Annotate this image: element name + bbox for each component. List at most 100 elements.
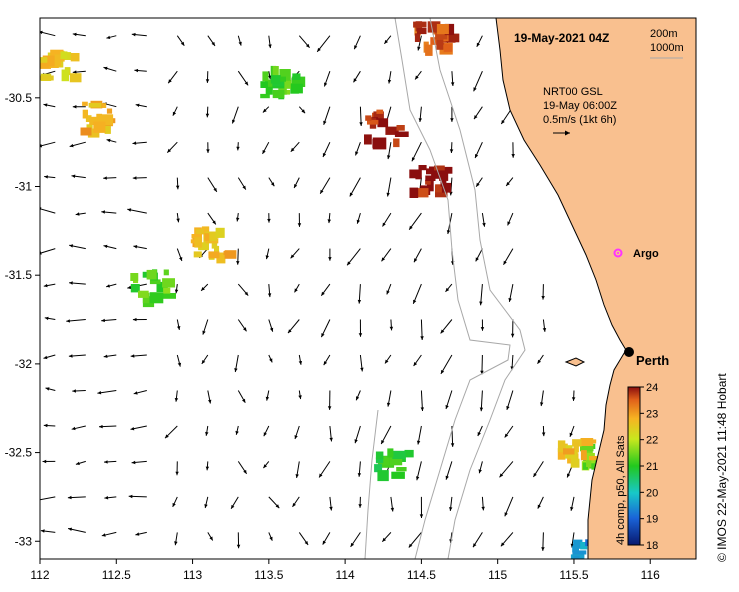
sst-pixel — [270, 75, 281, 84]
sst-pixel — [416, 28, 427, 35]
current-arrow — [295, 461, 300, 478]
x-tick-label: 114.5 — [407, 568, 436, 582]
x-tick-label: 113.5 — [254, 568, 283, 582]
current-arrow — [72, 32, 86, 37]
current-arrow — [322, 141, 331, 158]
current-arrow — [380, 425, 392, 445]
current-arrow — [354, 425, 361, 444]
current-arrow — [205, 106, 210, 118]
current-arrow — [128, 494, 147, 499]
current-arrow — [294, 425, 300, 440]
current-arrow — [476, 35, 483, 48]
sst-pixel — [193, 251, 202, 258]
current-arrow — [127, 208, 147, 214]
sst-pixel — [418, 165, 427, 171]
current-arrow — [414, 70, 422, 80]
sst-pixel — [82, 109, 88, 119]
current-arrow — [72, 70, 86, 74]
current-arrow — [75, 212, 86, 216]
current-arrow — [176, 319, 181, 330]
sst-pixel — [440, 178, 447, 187]
current-arrow — [542, 319, 547, 332]
current-arrow — [131, 460, 147, 465]
current-arrow — [135, 531, 147, 536]
sst-pixel — [50, 49, 64, 56]
colorbar-tick-label: 24 — [646, 382, 658, 394]
sst-pixel — [409, 187, 419, 198]
sst-pixel — [265, 84, 273, 95]
current-arrow — [97, 390, 117, 395]
x-tick-label: 112.5 — [102, 568, 131, 582]
current-arrow — [504, 425, 514, 438]
current-arrow — [355, 142, 361, 156]
sst-pixel — [595, 564, 600, 571]
colorbar — [627, 386, 641, 546]
y-tick-label: -30.5 — [5, 91, 33, 105]
sst-pixel — [292, 73, 301, 80]
sst-pixel — [85, 115, 92, 122]
current-arrow — [445, 390, 453, 410]
sst-pixel — [194, 237, 203, 248]
current-arrow — [510, 319, 515, 338]
current-arrow — [40, 529, 56, 533]
current-arrow — [449, 142, 454, 154]
current-arrow — [106, 138, 117, 143]
sst-pixel — [572, 545, 579, 553]
sst-pixel — [195, 229, 204, 234]
sst-pixel — [580, 542, 588, 550]
argo-float-marker[interactable] — [613, 248, 623, 258]
current-arrow — [236, 532, 241, 549]
sst-pixel — [445, 33, 460, 43]
current-arrow — [105, 283, 117, 288]
current-arrow — [327, 213, 331, 224]
sst-pixel — [580, 438, 594, 446]
current-arrow — [390, 496, 395, 512]
current-arrow — [201, 354, 209, 365]
sst-pixel — [272, 66, 279, 76]
sst-pixel — [130, 284, 140, 293]
current-arrow — [174, 390, 179, 402]
sst-pixel — [426, 179, 434, 192]
sst-pixel — [394, 131, 409, 137]
sst-pixel — [385, 126, 399, 135]
current-arrow — [75, 460, 86, 465]
current-arrow — [236, 142, 240, 151]
colorbar-title: 4h comp, p50, All Sats — [615, 435, 627, 545]
current-arrow — [103, 66, 117, 72]
current-arrow — [359, 354, 364, 372]
sst-pixel — [364, 134, 372, 145]
current-arrow — [101, 318, 117, 323]
current-time-label: 19-May 06:00Z — [543, 100, 617, 112]
depth-legend-200m: 200m — [650, 28, 678, 40]
current-arrow — [500, 532, 514, 547]
sst-pixel — [142, 292, 150, 304]
current-arrow — [172, 496, 178, 508]
current-arrow — [320, 283, 331, 296]
current-arrow — [387, 142, 392, 160]
current-arrow — [131, 32, 147, 37]
current-arrow — [230, 496, 239, 510]
sst-pixel — [60, 51, 68, 59]
map-title: 19-May-2021 04Z — [514, 31, 609, 45]
sst-pixel — [375, 451, 384, 460]
sst-pixel — [427, 21, 441, 33]
sst-pixel — [596, 561, 608, 568]
current-arrow — [384, 35, 392, 45]
sst-pixel — [392, 450, 406, 459]
current-arrow — [297, 213, 302, 227]
current-arrow — [67, 527, 86, 533]
perth-marker[interactable] — [624, 347, 634, 357]
current-arrow — [236, 213, 240, 222]
x-tick-label: 114 — [336, 568, 355, 582]
current-arrow — [571, 390, 576, 401]
current-arrow — [207, 35, 216, 47]
x-tick-label: 115 — [488, 568, 507, 582]
sst-pixel — [138, 290, 149, 298]
sst-pixel — [191, 234, 202, 239]
current-arrow — [386, 283, 392, 295]
isobath-deep — [364, 409, 379, 559]
sst-pixel — [441, 182, 452, 193]
sst-pixel — [580, 450, 587, 461]
y-tick-label: -33 — [15, 534, 33, 548]
current-arrow — [66, 319, 86, 323]
